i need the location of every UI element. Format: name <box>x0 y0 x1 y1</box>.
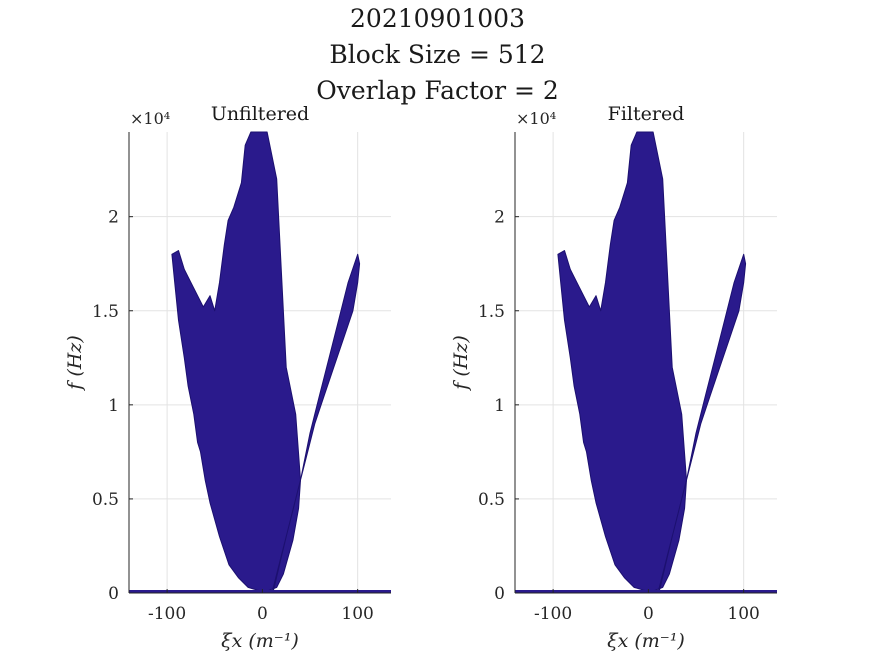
subplot-title: Filtered <box>608 103 685 125</box>
y-tick-label: 2 <box>108 208 119 228</box>
y-tick-label: 2 <box>494 208 505 228</box>
x-tick-label: 100 <box>727 604 759 624</box>
y-tick-label: 0.5 <box>478 490 505 510</box>
subplot-2: -100 0 100 0 0.5 1 1.5 2 ×10⁴ Filtered ξx (m⁻¹) f (… <box>450 103 777 652</box>
y-tick-label: 0 <box>108 584 119 604</box>
figure-title-line-3: Overlap Factor = 2 <box>316 76 559 105</box>
y-axis-label: f (Hz) <box>64 335 86 391</box>
figure-title-line-1: 20210901003 <box>350 4 525 33</box>
x-axis-label: ξx (m⁻¹) <box>607 630 685 652</box>
data-region-1 <box>171 131 301 592</box>
figure-title-line-2: Block Size = 512 <box>329 40 546 69</box>
x-tick-label: 0 <box>257 604 268 624</box>
y-tick-label: 1 <box>494 396 505 416</box>
y-tick-label: 0.5 <box>92 490 119 510</box>
data-region-2 <box>657 253 747 594</box>
subplot-title: Unfiltered <box>211 103 309 125</box>
x-tick-label: -100 <box>534 604 572 624</box>
baseline-band <box>129 590 391 593</box>
data-region-1 <box>557 131 687 592</box>
y-exponent-label: ×10⁴ <box>130 109 170 128</box>
y-tick-label: 0 <box>494 584 505 604</box>
x-tick-label: -100 <box>148 604 186 624</box>
y-axis-label: f (Hz) <box>450 335 472 391</box>
y-tick-label: 1 <box>108 396 119 416</box>
x-tick-label: 100 <box>341 604 373 624</box>
baseline-band <box>515 590 777 593</box>
y-tick-label: 1.5 <box>92 302 119 322</box>
x-axis-label: ξx (m⁻¹) <box>221 630 299 652</box>
subplot-1: -100 0 100 0 0.5 1 1.5 2 ×10⁴ Unfiltered ξx (m⁻¹) f… <box>64 103 391 652</box>
y-exponent-label: ×10⁴ <box>516 109 556 128</box>
data-region-2 <box>271 253 361 594</box>
x-tick-label: 0 <box>643 604 654 624</box>
y-tick-label: 1.5 <box>478 302 505 322</box>
